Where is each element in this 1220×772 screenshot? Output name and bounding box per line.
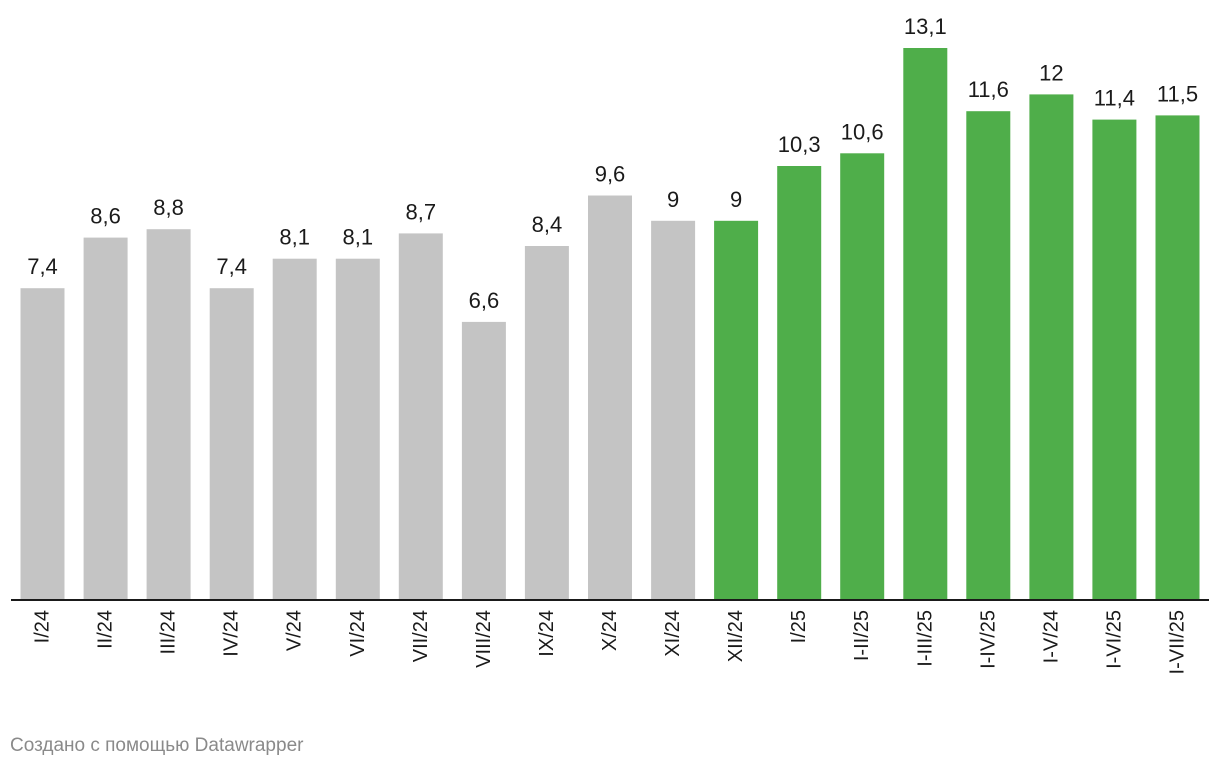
bar-I-VI/25 [1092,119,1137,600]
x-tick-label: I-III/25 [914,610,936,667]
x-tick-label: VII/24 [410,610,432,662]
x-tick-labels-group: I/24 II/24 III/24 IV/24 V/24 VI/24 VII/24 VIII/… [32,610,1189,674]
value-label: 9,6 [595,162,626,187]
bar-VII/24 [398,233,443,600]
bars-group [20,48,1200,601]
x-tick-label: VIII/24 [473,610,495,668]
value-label: 9 [667,187,679,212]
value-labels-group: 7,4 8,6 8,8 7,4 8,1 8,1 8,7 6,6 8,4 9,6 9 9 10,3 10,6… [27,14,1198,313]
bar-III/24 [146,229,191,600]
value-label: 12 [1039,60,1063,85]
value-label: 7,4 [27,254,58,279]
x-tick-label: VI/24 [347,610,369,657]
bar-IX/24 [524,246,569,600]
value-label: 7,4 [216,254,247,279]
value-label: 10,6 [841,119,884,144]
bar-I/25 [777,166,822,600]
bar-I-VII/25 [1155,115,1200,601]
value-label: 8,1 [279,225,310,250]
value-label: 11,4 [1094,86,1135,111]
value-label: 10,3 [778,132,821,157]
bar-I-III/25 [903,48,948,600]
value-label: 13,1 [904,14,947,39]
x-tick-label: II/24 [95,610,117,649]
bar-I-IV/25 [966,111,1011,600]
value-label: 8,8 [153,195,184,220]
value-label: 8,7 [406,199,437,224]
x-tick-label: XI/24 [662,610,684,657]
x-tick-label: V/24 [284,610,306,651]
x-tick-label: III/24 [158,610,180,654]
value-label: 9 [730,187,742,212]
x-tick-label: I-IV/25 [977,610,999,669]
bar-XII/24 [714,220,759,601]
bar-I-II/25 [840,153,885,601]
x-tick-label: XII/24 [725,610,747,662]
x-tick-label: I-II/25 [851,610,873,661]
x-tick-label: IV/24 [221,610,243,657]
bar-I/24 [20,288,65,600]
value-label: 6,6 [469,288,500,313]
bar-IV/24 [209,288,254,600]
x-tick-label: I/24 [32,610,54,643]
credit-footer: Создано с помощью Datawrapper [10,735,304,756]
value-label: 11,6 [968,77,1009,102]
bar-V/24 [272,258,317,600]
x-tick-label: I/25 [788,610,810,643]
bar-I-V/24 [1029,94,1074,601]
bar-II/24 [83,237,128,600]
x-tick-label: I-VI/25 [1103,610,1125,669]
value-label: 8,6 [90,204,121,229]
x-tick-label: I-VII/25 [1167,610,1189,674]
bar-VI/24 [335,258,380,600]
bar-XI/24 [651,220,696,601]
value-label: 11,5 [1157,81,1198,106]
value-label: 8,1 [343,225,374,250]
value-label: 8,4 [532,212,563,237]
bar-X/24 [588,195,632,600]
bar-VIII/24 [461,321,506,600]
x-tick-label: X/24 [599,610,621,651]
x-tick-label: I-V/24 [1040,610,1062,663]
x-tick-label: IX/24 [536,610,558,657]
